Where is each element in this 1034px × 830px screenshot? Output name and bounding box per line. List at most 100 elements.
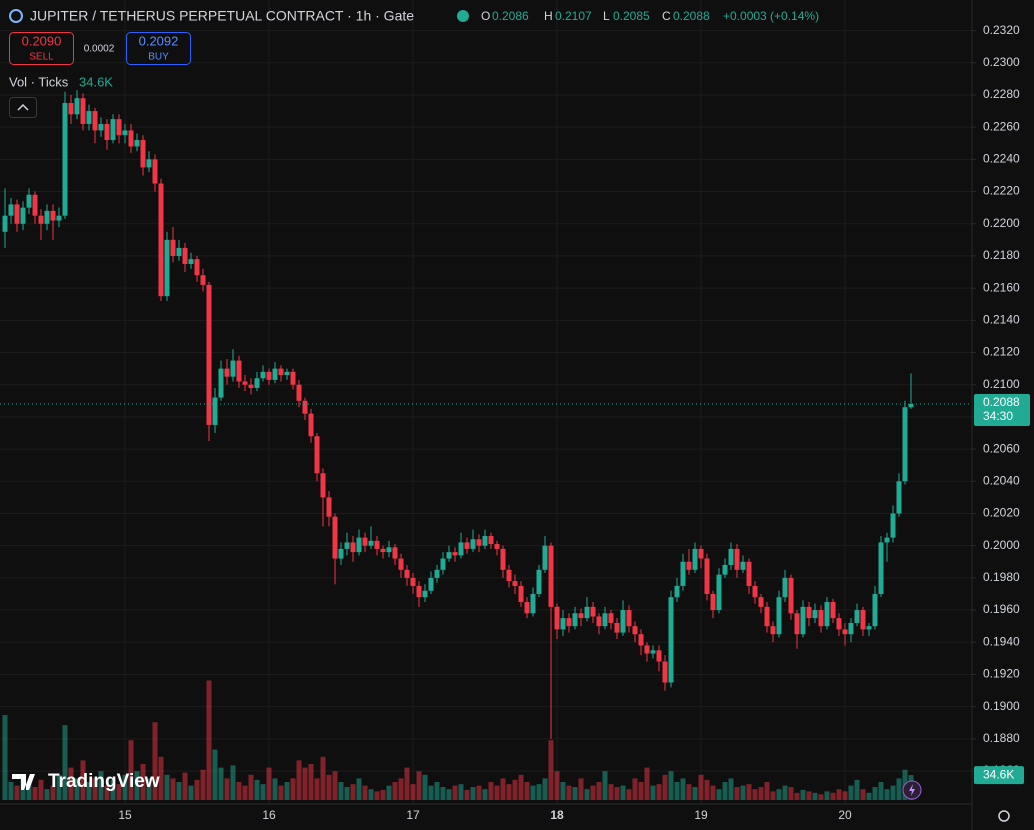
candle-body [290,371,296,385]
candle-body [836,618,842,630]
volume-bar [530,785,536,800]
y-tick-label: 0.2220 [983,184,1020,198]
volume-bar [374,791,380,800]
candle-body [602,613,608,627]
volume-bar [380,789,386,800]
candle-body [620,610,626,633]
volume-bar [32,787,38,800]
volume-bar [584,789,590,800]
candle-body [116,119,122,136]
candle-body [710,593,716,611]
volume-bar [626,789,632,800]
candle-body [458,542,464,556]
ohlc-label: L [603,9,610,23]
candle-body [584,606,590,619]
candle-body [512,581,518,586]
candle-body [806,606,812,619]
ohlc-change: +0.0003 (+0.14%) [723,9,819,23]
y-tick-label: 0.2200 [983,216,1020,230]
volume-bar [608,784,614,800]
y-tick-label: 0.2280 [983,87,1020,101]
candle-body [518,585,524,603]
candle-body [86,111,92,124]
candle-body [782,577,788,598]
status-dot [457,10,469,22]
settings-icon[interactable] [998,810,1010,822]
candle-body [20,207,26,224]
y-tick-label: 0.2320 [983,23,1020,37]
candle-body [830,602,836,619]
candle-body [14,204,20,224]
volume-bar [536,784,542,800]
sell-price[interactable]: 0.2090 [22,33,62,48]
volume-bar [296,760,302,800]
volume-bar [800,789,806,800]
sell-button[interactable] [9,32,74,65]
y-tick-label: 0.2180 [983,248,1020,262]
volume-bar [392,781,398,800]
candle-body [494,544,500,549]
buy-button[interactable] [126,32,191,65]
volume-bar [440,787,446,800]
candle-body [68,103,74,115]
candle-body [626,610,632,627]
buy-price[interactable]: 0.2092 [139,33,179,48]
candle-body [176,247,182,256]
candle-body [794,613,800,635]
volume-bar [890,785,896,800]
candle-body [296,384,302,401]
volume-bar [176,781,182,800]
collapse-button[interactable] [9,97,37,118]
candle-body [92,111,98,131]
candle-body [326,497,332,517]
candle-body [482,536,488,546]
sell-label[interactable]: SELL [29,52,54,63]
volume-bar [668,771,674,800]
candle-body [644,645,650,654]
candle-body [506,569,512,582]
volume-bar [812,792,818,800]
volume-bar [500,778,506,800]
candle-body [350,542,356,553]
volume-bar [206,680,212,800]
volume-bar [482,789,488,800]
candle-body [800,606,806,635]
candle-body [650,650,656,654]
candle-body [248,384,254,388]
candle-body [74,98,80,115]
x-tick-label: 15 [118,808,132,822]
volume-bar [710,785,716,800]
collapse-icon[interactable] [17,103,29,111]
volume-bar [320,756,326,800]
alert-bolt[interactable] [909,784,915,796]
buy-label[interactable]: BUY [148,52,169,63]
axes: 0.2320 0.2300 0.2280 0.2260 0.2240 0.2220 0.22… [118,23,1030,822]
candle-body [740,561,746,570]
y-tick-label: 0.2120 [983,345,1020,359]
y-tick-label: 0.2300 [983,55,1020,69]
volume-bar [476,785,482,800]
ohlc-value: 0.2088 [673,9,710,23]
x-tick-label: 16 [262,808,276,822]
y-tick-label: 0.2040 [983,473,1020,487]
candle-body [614,622,620,633]
volume-bar [728,778,734,800]
chart-title: JUPITER / TETHERUS PERPETUAL CONTRACT · … [30,8,414,24]
candle-body [392,547,398,559]
volume-bar [884,789,890,800]
header: JUPITER / TETHERUS PERPETUAL CONTRACT · … [9,8,819,24]
volume-bar [266,767,272,800]
volume-bar [116,784,122,800]
price-tag [974,394,1030,427]
volume-bar [224,778,230,800]
candle-body [422,590,428,598]
candle-body [104,123,110,141]
candle-body [890,513,896,538]
volume-bar [866,792,872,800]
candle-body [386,547,392,553]
volume-bar [512,779,518,800]
volume-bar [278,785,284,800]
price-tag-countdown: 34:30 [983,409,1013,423]
candle-body [878,542,884,594]
